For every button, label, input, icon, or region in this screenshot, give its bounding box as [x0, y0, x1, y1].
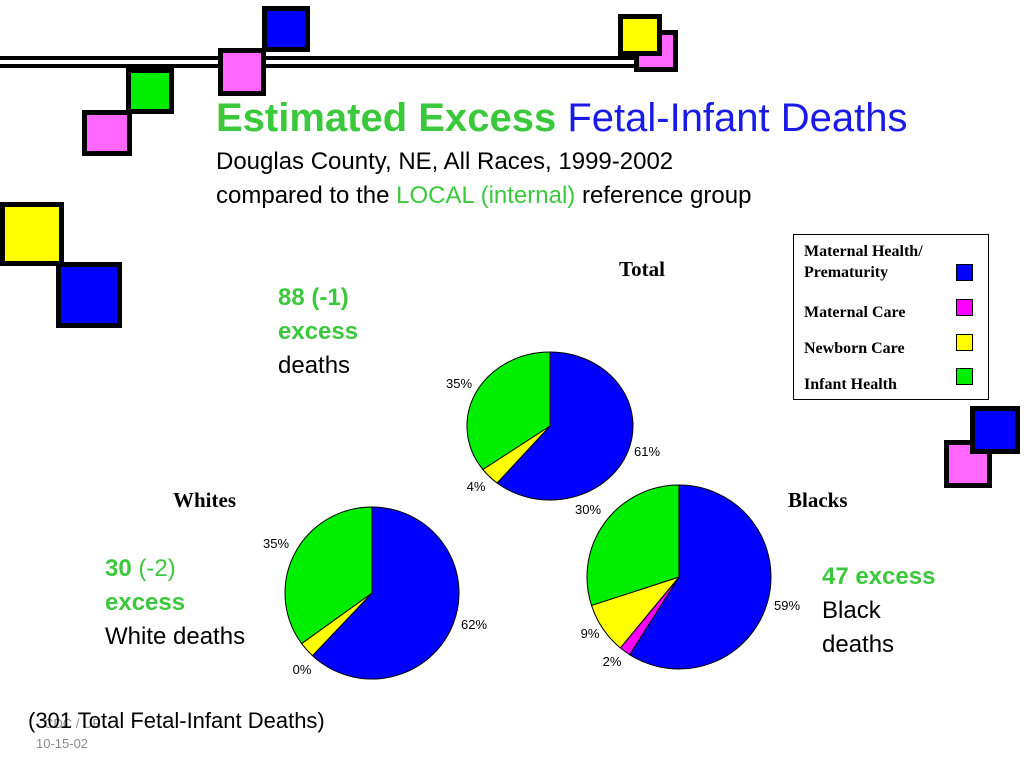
pie-label-maternal-health: 59% — [774, 598, 800, 613]
decor-square-pink — [218, 48, 266, 96]
legend-label-infant-health: Infant Health — [804, 376, 897, 393]
note-total-count: 88 (-1) — [278, 284, 349, 311]
pie-whites: 62% 0% 35% — [263, 506, 487, 680]
pie-label-maternal-care: 2% — [603, 654, 622, 669]
note-whites: 30 (-2) excess White deaths — [105, 552, 245, 654]
note-blacks-excess: 47 excess — [822, 563, 936, 590]
pie-title-blacks: Blacks — [788, 488, 848, 512]
note-whites-count: 30 — [105, 555, 132, 582]
note-blacks-line2: Black — [822, 597, 881, 624]
decor-square-blue — [262, 6, 310, 52]
pie-slice-maternal-care — [619, 576, 680, 656]
legend-label-newborn-care: Newborn Care — [804, 340, 905, 357]
pie-title-whites: Whites — [173, 488, 236, 512]
pie-label-infant-health: 35% — [446, 376, 472, 391]
pie-slice-newborn-care — [300, 592, 373, 657]
decor-square-yellow — [0, 202, 64, 266]
pie-label-maternal-care: 0% — [293, 662, 312, 677]
legend-label-maternal-care: Maternal Care — [804, 304, 906, 321]
legend-swatch-newborn-care — [956, 334, 973, 351]
decor-square-blue — [970, 406, 1020, 454]
decor-line-bottom — [0, 64, 650, 68]
note-whites-delta: (-2) — [138, 555, 176, 582]
page-title: Estimated Excess Fetal-Infant Deaths — [216, 95, 908, 141]
footer-total-deaths: (301 Total Fetal-Infant Deaths) — [28, 708, 325, 733]
pie-label-newborn-care: 9% — [581, 626, 600, 641]
credit-line2: 10-15-02 — [36, 736, 89, 751]
credit: CDC / UB 10-15-02 — [36, 716, 101, 751]
note-blacks-line3: deaths — [822, 631, 895, 658]
pie-title-total: Total — [619, 257, 665, 281]
note-total: 88 (-1) excess deaths — [278, 281, 358, 383]
pie-label-infant-health: 30% — [575, 502, 601, 517]
pie-total: 61% 4% 35% — [446, 351, 660, 501]
pie-slice-newborn-care — [482, 425, 551, 484]
note-total-tail: deaths — [278, 352, 351, 379]
pie-label-maternal-health: 61% — [634, 444, 660, 459]
pie-label-newborn-care: 4% — [467, 479, 486, 494]
credit-line1: CDC / UB — [44, 716, 102, 731]
note-total-excess: excess — [278, 318, 359, 345]
note-blacks: 47 excess Black deaths — [822, 560, 935, 662]
pie-slice-infant-health — [466, 351, 551, 471]
subtitle-highlight: LOCAL (internal) — [396, 182, 576, 209]
decor-line-top — [0, 56, 650, 60]
pie-label-maternal-health: 62% — [461, 617, 487, 632]
legend-swatch-infant-health — [956, 368, 973, 385]
pie-slice-newborn-care — [590, 575, 681, 649]
subtitle-location: Douglas County, NE, All Races, 1999-2002 — [216, 148, 673, 176]
legend-swatch-maternal-health — [956, 264, 973, 281]
subtitle-location-text: Douglas County, NE, All Races, 1999-2002 — [216, 148, 674, 175]
pie-slice-maternal-health — [496, 351, 634, 501]
legend-label-maternal-health: Maternal Health/ Prematurity — [804, 243, 923, 281]
subtitle-prefix: compared to the — [216, 182, 390, 209]
decor-square-blue — [56, 262, 122, 328]
subtitle-suffix: reference group — [581, 182, 752, 209]
title-part-excess: Estimated Excess — [216, 96, 557, 140]
decor-square-pink — [82, 110, 132, 156]
pie-label-infant-health: 35% — [263, 536, 289, 551]
legend: Maternal Health/ Prematurity Maternal Ca… — [793, 234, 989, 400]
subtitle-reference: compared to the LOCAL (internal) referen… — [216, 182, 751, 210]
decor-square-yellow — [618, 14, 662, 56]
pie-blacks: 59% 2%9% 30% — [575, 484, 800, 670]
note-whites-tail: White deaths — [105, 623, 246, 650]
note-whites-excess: excess — [105, 589, 186, 616]
pie-slice-infant-health — [284, 506, 373, 645]
pie-slice-infant-health — [586, 484, 680, 607]
decor-square-green — [126, 68, 174, 114]
title-part-deaths: Fetal-Infant Deaths — [567, 96, 908, 140]
legend-swatch-maternal-care — [956, 299, 973, 316]
pie-slice-maternal-health — [629, 484, 772, 670]
pie-slice-maternal-health — [311, 506, 460, 680]
